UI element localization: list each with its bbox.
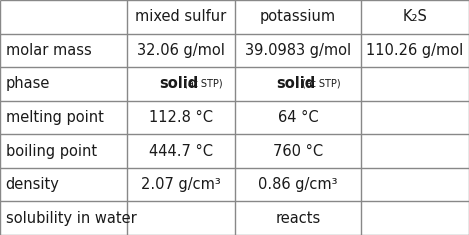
Text: molar mass: molar mass xyxy=(6,43,91,58)
Text: (at STP): (at STP) xyxy=(184,79,223,89)
Text: 2.07 g/cm³: 2.07 g/cm³ xyxy=(141,177,220,192)
Text: 32.06 g/mol: 32.06 g/mol xyxy=(136,43,225,58)
Text: density: density xyxy=(6,177,60,192)
Text: solubility in water: solubility in water xyxy=(6,211,136,226)
Text: melting point: melting point xyxy=(6,110,104,125)
Text: 0.86 g/cm³: 0.86 g/cm³ xyxy=(258,177,338,192)
Text: 444.7 °C: 444.7 °C xyxy=(149,144,212,159)
Text: 64 °C: 64 °C xyxy=(278,110,318,125)
Text: 110.26 g/mol: 110.26 g/mol xyxy=(366,43,464,58)
Text: K₂S: K₂S xyxy=(402,9,428,24)
Text: potassium: potassium xyxy=(260,9,336,24)
Text: reacts: reacts xyxy=(275,211,320,226)
Text: (at STP): (at STP) xyxy=(302,79,340,89)
Text: solid: solid xyxy=(277,76,316,91)
Text: solid: solid xyxy=(159,76,199,91)
Text: phase: phase xyxy=(6,76,50,91)
Text: 39.0983 g/mol: 39.0983 g/mol xyxy=(245,43,351,58)
Text: 760 °C: 760 °C xyxy=(273,144,323,159)
Text: 112.8 °C: 112.8 °C xyxy=(149,110,212,125)
Text: boiling point: boiling point xyxy=(6,144,97,159)
Text: mixed sulfur: mixed sulfur xyxy=(135,9,226,24)
